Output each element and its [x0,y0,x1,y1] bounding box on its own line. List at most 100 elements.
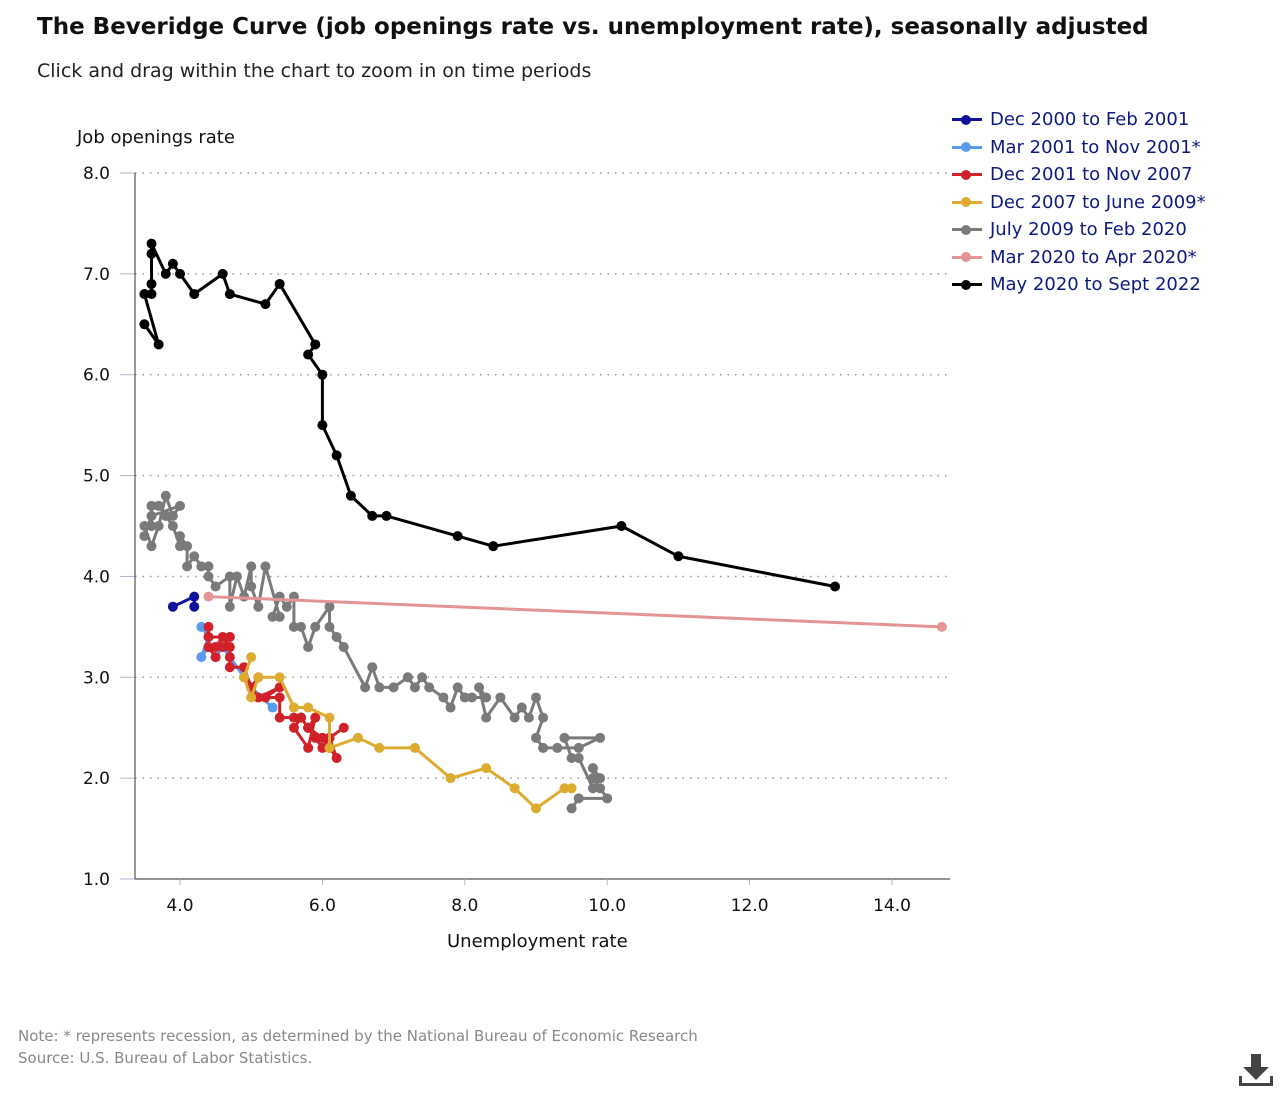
data-point [303,742,314,753]
data-point [182,541,193,552]
data-point [274,712,285,723]
data-point [566,752,577,763]
data-point [146,510,157,521]
data-point [452,682,463,693]
data-point [317,732,328,743]
data-point [160,268,171,279]
legend-item[interactable]: Mar 2001 to Nov 2001* [952,134,1206,162]
data-point [303,722,314,733]
y-tick-label: 3.0 [83,668,110,688]
data-point [424,682,435,693]
data-point [288,722,299,733]
legend-label: Dec 2007 to June 2009* [990,191,1206,213]
data-point [317,420,328,431]
data-point [595,773,606,784]
data-point [246,581,257,592]
data-point [146,278,157,289]
data-point [189,289,200,300]
data-point [224,631,235,642]
data-point [260,561,271,572]
legend-label: Dec 2000 to Feb 2001 [990,109,1190,131]
y-tick-label: 1.0 [83,870,110,890]
footnote: Note: * represents recession, as determi… [18,1027,698,1045]
data-point [474,682,485,693]
data-point [338,722,349,733]
x-tick-label: 10.0 [588,896,626,916]
data-point [296,712,307,723]
data-point [246,692,257,703]
data-point [167,258,178,269]
download-button[interactable] [1238,1052,1274,1090]
x-tick-label: 14.0 [873,896,911,916]
chart-title: The Beveridge Curve (job openings rate v… [37,14,1149,40]
data-point [217,268,228,279]
data-point [203,621,214,632]
data-point [253,692,264,703]
data-point [260,692,271,703]
data-point [210,581,221,592]
data-point [288,702,299,713]
legend-item[interactable]: July 2009 to Feb 2020 [952,216,1206,244]
data-point [495,692,506,703]
legend-swatch [952,195,982,209]
data-point [331,752,342,763]
data-point [217,642,228,653]
x-tick-label: 6.0 [309,896,336,916]
legend-item[interactable]: May 2020 to Sept 2022 [952,271,1206,299]
data-point [139,319,150,330]
data-point [224,662,235,673]
legend-swatch [952,223,982,237]
data-point [231,571,242,582]
legend-label: Mar 2001 to Nov 2001* [990,136,1201,158]
data-point [274,672,285,683]
data-point [274,611,285,622]
y-tick-label: 8.0 [83,164,110,184]
data-point [538,742,549,753]
legend-item[interactable]: Dec 2001 to Nov 2007 [952,161,1206,189]
legend-item[interactable]: Dec 2000 to Feb 2001 [952,106,1206,134]
data-point [146,248,157,259]
data-point [224,289,235,300]
data-point [417,672,428,683]
data-point [438,692,449,703]
legend-swatch [952,250,982,264]
legend-item[interactable]: Mar 2020 to Apr 2020* [952,244,1206,272]
data-point [260,299,271,310]
x-tick-label: 4.0 [166,896,193,916]
data-point [367,662,378,673]
data-point [146,500,157,511]
data-point [196,652,207,663]
data-point [224,571,235,582]
data-point [189,601,200,612]
data-point [324,742,335,753]
data-point [830,581,841,592]
data-point [338,642,349,653]
data-point [388,682,399,693]
data-point [253,601,264,612]
legend: Dec 2000 to Feb 2001 Mar 2001 to Nov 2001… [952,106,1206,299]
data-point [288,712,299,723]
data-point [488,541,499,552]
x-axis-label: Unemployment rate [447,931,628,952]
data-point [367,510,378,521]
data-point [445,702,456,713]
legend-swatch [952,168,982,182]
data-point [296,621,307,632]
data-point [531,732,541,743]
data-point [466,692,477,703]
legend-item[interactable]: Dec 2007 to June 2009* [952,189,1206,217]
data-point [139,521,150,532]
data-point [274,278,285,289]
data-point [203,571,214,582]
data-point [203,591,214,602]
data-point [324,621,335,632]
data-point [303,642,314,653]
data-point [616,521,627,532]
data-point [303,702,314,713]
data-point [452,531,463,542]
data-point [288,621,299,632]
data-point [210,642,221,653]
series-0 [167,591,200,612]
data-point [267,611,278,622]
